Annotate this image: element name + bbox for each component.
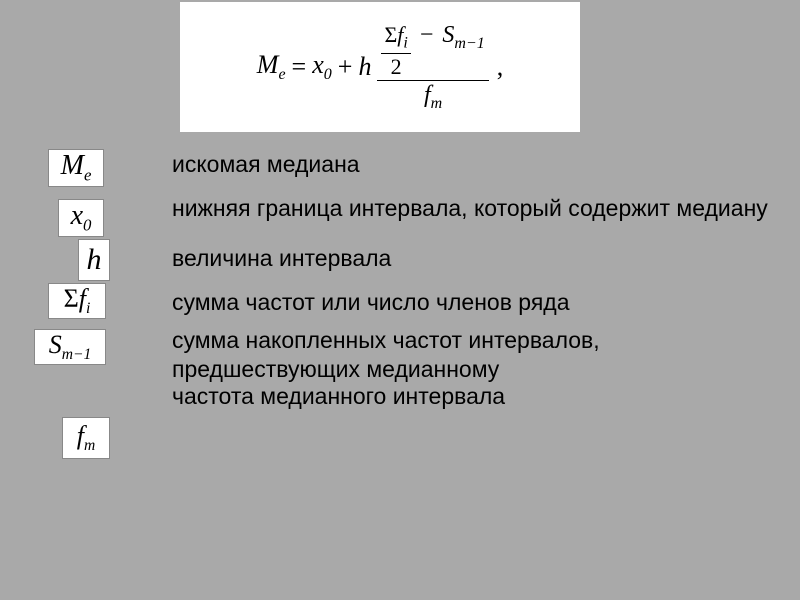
formula-h: h xyxy=(358,52,371,82)
formula-lhs: Me xyxy=(257,50,286,84)
desc-text: сумма частот или число членов ряда xyxy=(172,283,770,317)
formula-denominator: fm xyxy=(420,81,446,113)
symbol-Me: Me xyxy=(48,149,104,187)
legend-row: Sm−1 сумма накопленных частот интервалов… xyxy=(48,321,770,385)
legend-row: Σfi сумма частот или число членов ряда xyxy=(48,283,770,319)
formula-minus: − xyxy=(420,22,434,48)
formula-S: Sm−1 xyxy=(442,22,484,48)
formula-equals: = xyxy=(292,52,307,82)
legend-row: fm частота медианного интервала xyxy=(48,387,770,459)
formula-inner-fraction: Σfi 2 xyxy=(381,22,410,80)
median-formula: Me = x0 + h Σfi 2 − Sm−1 fm , xyxy=(257,21,503,113)
legend-row: h величина интервала xyxy=(48,239,770,281)
formula-main-fraction: Σfi 2 − Sm−1 fm xyxy=(377,21,488,113)
desc-text: нижняя граница интервала, который содерж… xyxy=(172,189,770,223)
desc-text: величина интервала xyxy=(172,239,770,273)
symbol-Sm1: Sm−1 xyxy=(34,329,106,365)
formula-plus: + xyxy=(338,52,353,82)
legend-row: x0 нижняя граница интервала, который сод… xyxy=(48,189,770,237)
formula-comma: , xyxy=(497,52,504,82)
symbol-x0: x0 xyxy=(58,199,104,237)
symbol-h: h xyxy=(78,239,110,281)
desc-text: сумма накопленных частот интервалов, пре… xyxy=(172,321,770,385)
desc-text: частота медианного интервала xyxy=(172,382,770,411)
symbol-sigma-fi: Σfi xyxy=(48,283,106,319)
formula-x0: x0 xyxy=(312,50,332,84)
legend-list: Me искомая медиана x0 нижняя граница инт… xyxy=(48,145,770,461)
legend-row: Me искомая медиана xyxy=(48,145,770,187)
formula-numerator: Σfi 2 − Sm−1 xyxy=(377,21,488,81)
symbol-fm: fm xyxy=(62,417,110,459)
formula-box: Me = x0 + h Σfi 2 − Sm−1 fm , xyxy=(180,2,580,132)
desc-text: искомая медиана xyxy=(172,145,770,179)
